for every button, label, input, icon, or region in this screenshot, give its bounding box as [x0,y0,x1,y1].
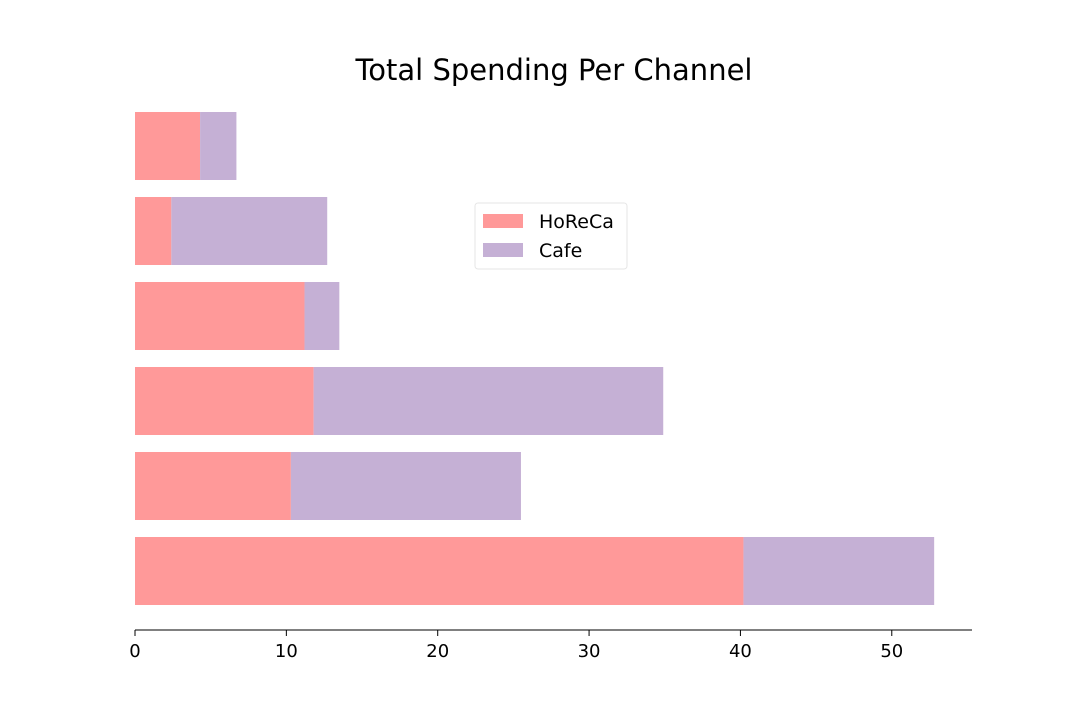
legend-label-horeca: HoReCa [539,211,614,233]
legend-swatch-horeca [483,214,523,228]
bar-cafe-3 [304,282,340,350]
x-tick-label-5: 50 [880,641,903,662]
x-tick-label-1: 10 [275,641,298,662]
chart-title: Total Spending Per Channel [355,53,753,87]
bars-layer [135,112,935,605]
bar-horeca-5 [135,112,201,180]
bar-cafe-5 [200,112,237,180]
x-tick-label-4: 40 [729,641,752,662]
x-tick-label-0: 0 [129,641,140,662]
bar-cafe-1 [290,452,521,520]
bar-horeca-4 [135,197,172,265]
legend-swatch-cafe [483,243,523,257]
bar-cafe-4 [171,197,328,265]
x-tick-label-2: 20 [426,641,449,662]
bar-cafe-2 [313,367,664,435]
legend: HoReCa Cafe [474,202,628,270]
bar-horeca-0 [135,537,744,605]
x-tick-label-3: 30 [578,641,601,662]
x-axis: 0 10 20 30 40 50 [129,629,972,662]
legend-label-cafe: Cafe [539,240,582,262]
bar-horeca-1 [135,452,291,520]
bar-cafe-0 [743,537,935,605]
bar-horeca-3 [135,282,305,350]
bar-horeca-2 [135,367,314,435]
